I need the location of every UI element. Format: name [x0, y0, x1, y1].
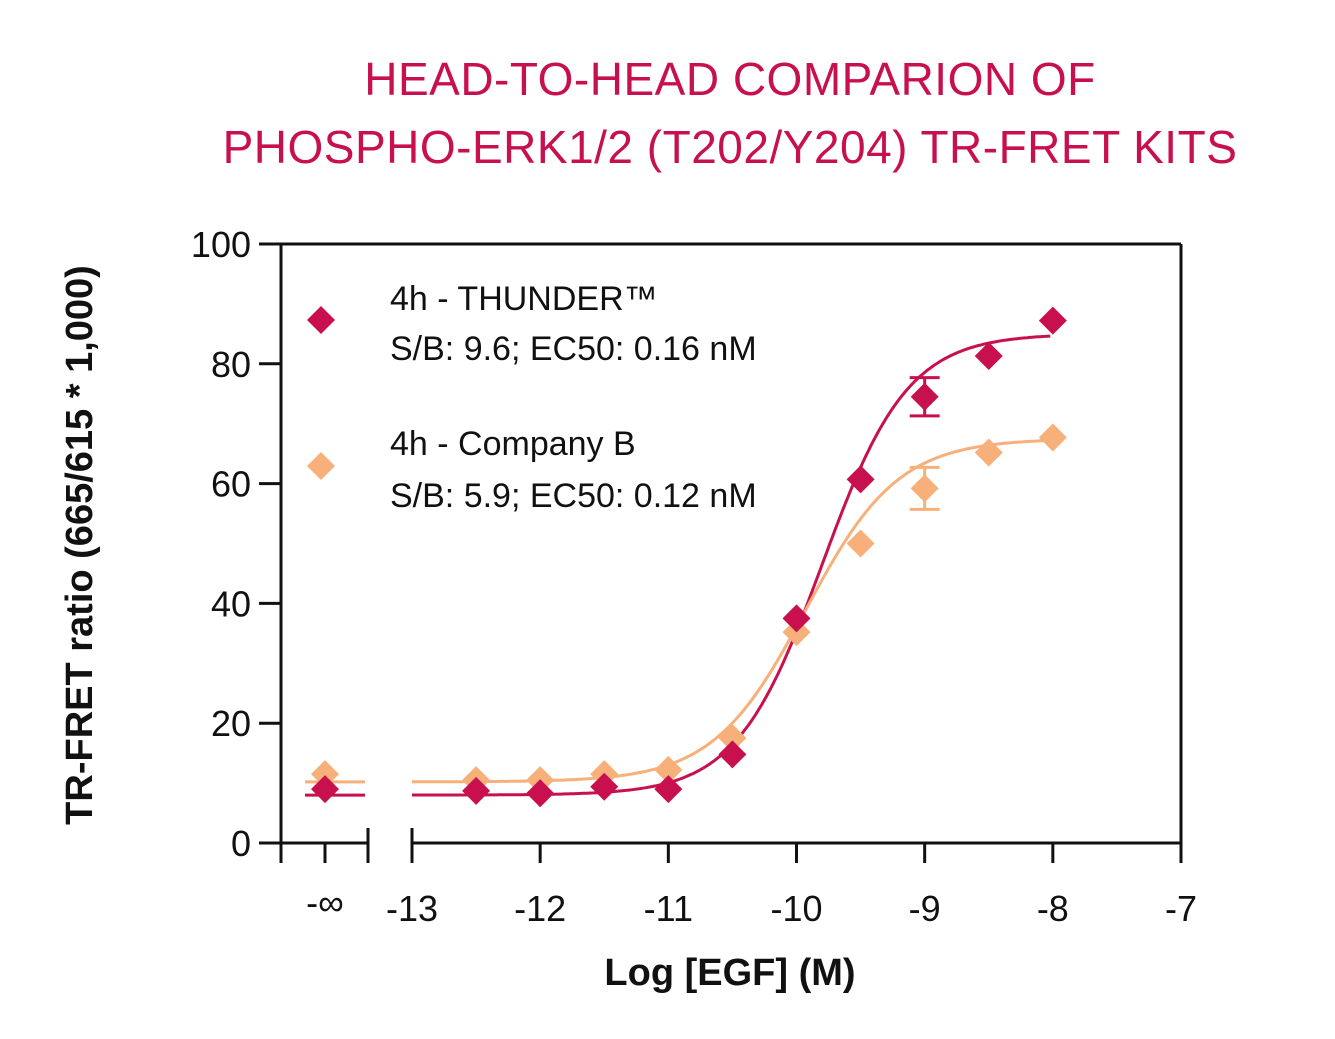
data-point-0 [1038, 306, 1067, 335]
legend-thunder-name: 4h - THUNDER™ [390, 280, 658, 318]
x-tick-label: -13 [386, 888, 438, 929]
chart-title-line-2: PHOSPHO-ERK1/2 (T202/Y204) TR-FRET KITS [222, 121, 1238, 173]
x-tick-label-neg-infinity: -∞ [306, 882, 344, 923]
data-point-1 [654, 755, 683, 784]
data-point-1 [718, 724, 747, 753]
fit-curve-1 [412, 438, 1051, 784]
y-tick-label: 0 [231, 823, 251, 864]
data-points [311, 306, 1067, 808]
data-point-0 [910, 382, 939, 411]
data-point-1 [1038, 423, 1067, 452]
data-point-1 [910, 474, 939, 503]
legend-companyb-stats: S/B: 5.9; EC50: 0.12 nM [390, 477, 757, 515]
chart-title-line-1: HEAD-TO-HEAD COMPARION OF [364, 53, 1096, 105]
y-tick-label: 40 [211, 583, 251, 624]
legend-thunder-marker [307, 306, 335, 334]
x-tick-label: -12 [514, 888, 566, 929]
data-point-0 [974, 342, 1003, 371]
fit-curves [305, 334, 1051, 797]
legend: 4h - THUNDER™ S/B: 9.6; EC50: 0.16 nM 4h… [307, 280, 757, 515]
data-point-0 [590, 772, 619, 801]
legend-companyb-name: 4h - Company B [390, 425, 636, 463]
legend-thunder-stats: S/B: 9.6; EC50: 0.16 nM [390, 330, 757, 368]
data-point-0 [526, 779, 555, 808]
data-point-0 [782, 604, 811, 633]
y-tick-label: 60 [211, 464, 251, 505]
data-point-0 [462, 776, 491, 805]
data-point-0 [654, 775, 683, 804]
data-point-1 [974, 438, 1003, 467]
x-axis-label: Log [EGF] (M) [604, 952, 855, 994]
data-point-baseline-1 [311, 760, 339, 789]
y-axis-label: TR-FRET ratio (665/615 * 1,000) [59, 265, 101, 825]
axes: 0 20 40 60 80 100 -13 -12 -11 -10 -9 -8 -7 -∞ [191, 224, 1197, 929]
legend-companyb-marker [307, 452, 335, 480]
x-tick-label: -11 [644, 888, 693, 929]
y-tick-label: 20 [211, 703, 251, 744]
data-point-0 [718, 740, 747, 769]
data-point-1 [846, 529, 875, 558]
x-tick-label: -8 [1037, 888, 1069, 929]
y-tick-label: 80 [211, 344, 251, 385]
data-point-baseline-0 [311, 775, 339, 804]
data-point-0 [846, 465, 875, 494]
x-tick-label: -10 [770, 888, 822, 929]
y-tick-label: 100 [191, 224, 251, 265]
x-tick-label: -9 [909, 888, 941, 929]
x-tick-label: -7 [1165, 888, 1197, 929]
